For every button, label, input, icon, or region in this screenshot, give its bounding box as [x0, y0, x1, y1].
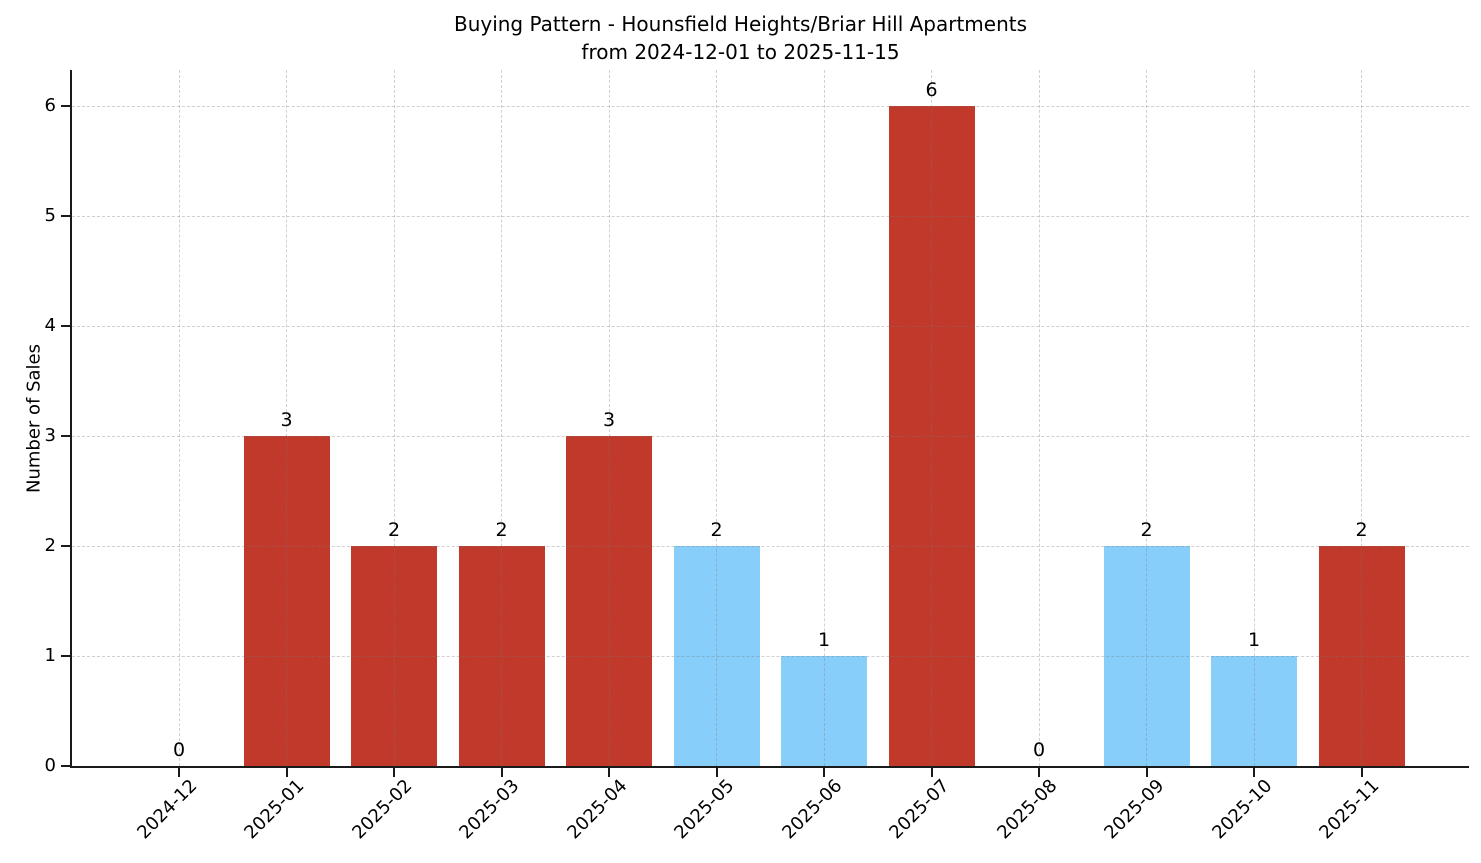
x-tick-mark — [715, 768, 718, 777]
x-tick-mark — [285, 768, 288, 777]
x-tick-label: 2025-04 — [563, 775, 632, 844]
v-gridline — [501, 70, 502, 766]
bar — [1318, 546, 1405, 766]
v-gridline — [393, 70, 395, 766]
y-tick-mark — [61, 105, 70, 107]
bar-value-label: 2 — [1355, 519, 1368, 541]
y-tick-mark — [61, 215, 70, 217]
y-tick-mark — [61, 655, 70, 657]
x-tick-label: 2025-03 — [455, 775, 524, 844]
y-tick-label: 2 — [44, 535, 56, 556]
x-tick-mark — [1253, 768, 1255, 777]
h-gridline — [72, 216, 1469, 217]
chart-title-line2: from 2024-12-01 to 2025-11-15 — [581, 40, 900, 64]
bar-value-label: 2 — [710, 519, 723, 541]
chart-title: Buying Pattern - Hounsfield Heights/Bria… — [0, 10, 1481, 66]
y-tick-label: 6 — [44, 95, 56, 116]
h-gridline — [72, 546, 1469, 547]
v-gridline — [608, 70, 610, 766]
bar — [1103, 546, 1190, 766]
x-tick-label: 2025-05 — [670, 775, 739, 844]
h-gridline — [72, 436, 1469, 437]
v-gridline — [286, 70, 287, 766]
bar — [351, 546, 437, 766]
y-tick-mark — [61, 435, 70, 437]
bar-value-label: 2 — [1140, 519, 1153, 541]
v-gridline — [178, 70, 180, 766]
y-tick-label: 3 — [44, 425, 56, 446]
bar — [781, 656, 867, 766]
y-axis-label: Number of Sales — [23, 344, 45, 494]
bar — [673, 546, 760, 766]
x-tick-mark — [1360, 768, 1363, 777]
y-tick-mark — [61, 765, 70, 767]
bar-value-label: 3 — [602, 409, 616, 431]
y-tick-mark — [61, 325, 70, 327]
bar — [566, 436, 652, 766]
x-tick-mark — [930, 768, 933, 777]
bar — [458, 546, 545, 766]
bar — [243, 436, 330, 766]
x-tick-mark — [500, 768, 503, 777]
bar-value-label: 2 — [495, 519, 508, 541]
x-tick-label: 2025-07 — [885, 775, 954, 844]
bar-value-label: 3 — [280, 409, 293, 431]
x-tick-mark — [178, 768, 180, 777]
bar-value-label: 6 — [925, 79, 938, 101]
chart-title-line1: Buying Pattern - Hounsfield Heights/Bria… — [453, 12, 1028, 36]
bar — [1211, 656, 1297, 766]
x-tick-mark — [1145, 768, 1148, 777]
x-tick-label: 2025-11 — [1315, 775, 1384, 844]
bar-value-label: 2 — [387, 519, 401, 541]
x-tick-mark — [1038, 768, 1040, 777]
v-gridline — [716, 70, 717, 766]
h-gridline — [72, 326, 1469, 327]
x-tick-label: 2025-09 — [1100, 775, 1169, 844]
h-gridline — [72, 656, 1469, 657]
v-gridline — [1361, 70, 1362, 766]
v-gridline — [823, 70, 825, 766]
v-gridline — [931, 70, 932, 766]
x-tick-label: 2025-08 — [993, 775, 1062, 844]
x-tick-label: 2025-01 — [240, 775, 309, 844]
x-tick-label: 2024-12 — [133, 775, 202, 844]
y-tick-label: 5 — [44, 205, 56, 226]
v-gridline — [1253, 70, 1255, 766]
bar-value-label: 1 — [817, 629, 831, 651]
x-tick-mark — [608, 768, 610, 777]
x-tick-label: 2025-10 — [1208, 775, 1277, 844]
bar-value-label: 0 — [1032, 739, 1046, 761]
y-tick-label: 1 — [44, 645, 56, 666]
v-gridline — [1038, 70, 1040, 766]
y-tick-mark — [61, 545, 70, 547]
v-gridline — [1146, 70, 1147, 766]
bar-value-label: 0 — [172, 739, 186, 761]
x-tick-mark — [393, 768, 395, 777]
bar-value-label: 1 — [1247, 629, 1261, 651]
h-gridline — [72, 106, 1469, 107]
y-tick-label: 0 — [44, 755, 56, 776]
x-tick-mark — [823, 768, 825, 777]
y-tick-label: 4 — [44, 315, 56, 336]
x-tick-label: 2025-06 — [778, 775, 847, 844]
plot-area: 0 1 2 3 4 5 6 0 2024-12 3 2025-01 2 2025-02 2 2025-03 3… — [45, 70, 1469, 843]
bar — [888, 106, 975, 766]
x-tick-label: 2025-02 — [348, 775, 417, 844]
